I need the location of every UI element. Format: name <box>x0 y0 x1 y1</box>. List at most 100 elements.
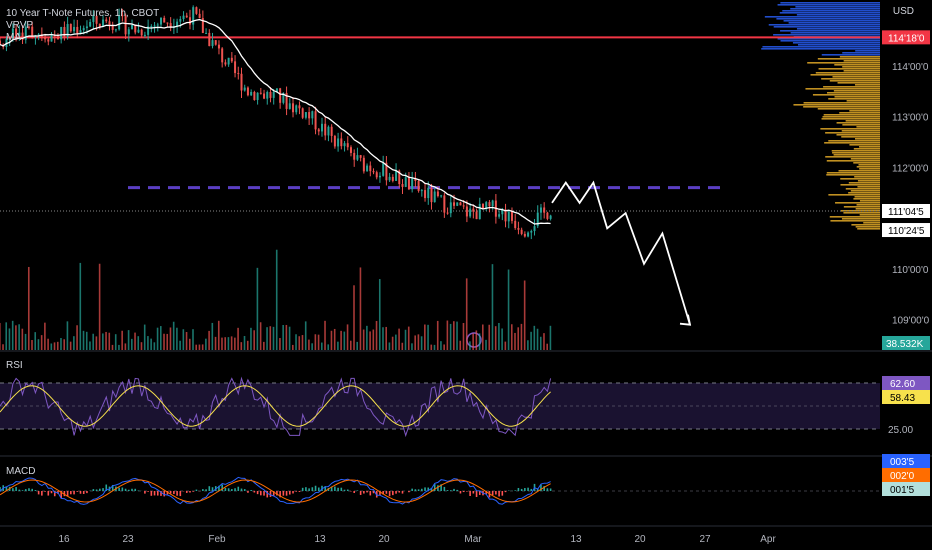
volume-profile-bar <box>841 130 880 132</box>
volume-bar <box>279 338 281 350</box>
candle-body <box>214 40 217 45</box>
candle-body <box>398 170 401 185</box>
candle-body <box>95 15 98 24</box>
macd-histogram-bar <box>540 484 542 491</box>
macd-histogram-bar <box>253 491 256 493</box>
time-tick-label: Apr <box>760 534 776 545</box>
volume-profile-bar <box>818 68 880 70</box>
macd-histogram-bar <box>41 491 43 496</box>
candle-body <box>443 195 446 213</box>
volume-profile-bar <box>797 44 880 46</box>
volume-bar <box>217 320 220 350</box>
macd-histogram-bar <box>247 491 249 493</box>
candle-body <box>430 187 433 203</box>
volume-profile-bar <box>856 204 880 206</box>
volume-bar <box>143 324 146 350</box>
macd-histogram-bar <box>272 491 275 496</box>
macd-histogram-bar <box>411 488 413 491</box>
candle-body <box>546 212 549 219</box>
volume-pane <box>0 249 552 350</box>
candle-body <box>24 26 27 40</box>
volume-profile-bar <box>857 186 880 188</box>
macd-histogram-bar <box>353 491 355 494</box>
macd-label[interactable]: MACD <box>6 466 36 477</box>
symbol-title[interactable]: 10 Year T-Note Futures, 1h, CBOT <box>6 8 160 19</box>
candle-body <box>482 203 484 209</box>
macd-histogram-bar <box>301 487 304 491</box>
indicator-label-vrvp[interactable]: VRVP <box>6 20 34 31</box>
volume-bar <box>243 335 246 350</box>
candle-body <box>195 7 198 14</box>
candle-body <box>420 190 423 192</box>
volume-bar <box>47 338 49 350</box>
macd-histogram-bar <box>279 491 281 498</box>
candle-body <box>304 112 307 118</box>
macd-histogram-bar <box>79 491 82 494</box>
volume-bar <box>31 339 33 350</box>
price-badge <box>882 203 930 218</box>
volume-profile-bar <box>812 94 880 96</box>
volume-profile-bar <box>768 24 880 26</box>
candle-body <box>311 111 314 119</box>
candle-body <box>92 15 95 22</box>
macd-histogram-bar <box>192 491 194 492</box>
rsi-label[interactable]: RSI <box>6 360 23 371</box>
macd-histogram-bar <box>469 491 471 497</box>
macd-histogram-bar <box>269 491 272 497</box>
candle-body <box>63 27 66 37</box>
candle-body <box>391 176 394 181</box>
candle-body <box>47 39 50 42</box>
volume-profile-bar <box>783 20 880 22</box>
candle-body <box>79 30 82 34</box>
volume-bar <box>514 332 516 350</box>
volume-profile-bar <box>840 178 880 180</box>
volume-bar <box>443 344 445 350</box>
candle-body <box>0 40 1 45</box>
macd-histogram-bar <box>437 485 439 491</box>
volume-bar <box>372 329 375 350</box>
volume-bar <box>50 343 53 350</box>
volume-bar <box>456 321 458 350</box>
volume-bar <box>79 262 82 350</box>
volume-bar <box>282 325 284 350</box>
volume-bar <box>523 280 526 350</box>
macd-histogram-bar <box>514 490 516 491</box>
volume-profile-bar <box>840 210 880 212</box>
macd-histogram-bar <box>266 491 269 498</box>
indicator-label-ma[interactable]: MA <box>6 32 21 43</box>
volume-bar <box>417 334 420 350</box>
macd-histogram-bar <box>276 491 278 496</box>
currency-label[interactable]: USD <box>892 6 914 17</box>
volume-bar <box>317 334 320 350</box>
volume-bar <box>510 324 513 350</box>
candle-body <box>108 21 111 26</box>
candle-body <box>440 195 443 197</box>
macd-histogram-bar <box>263 491 265 496</box>
volume-bar <box>472 333 474 350</box>
volume-bar <box>288 326 291 350</box>
macd-histogram-bar <box>176 491 178 496</box>
price-tick-label: 110'00'0 <box>892 265 929 276</box>
volume-profile-bar <box>823 114 880 116</box>
volume-profile-bar <box>790 32 880 34</box>
volume-bar <box>504 341 507 350</box>
candle-body <box>462 205 465 207</box>
candle-body <box>21 32 24 40</box>
candle-body <box>185 15 188 18</box>
volume-bar <box>465 278 468 350</box>
volume-bar <box>469 341 471 350</box>
volume-bar <box>543 333 545 350</box>
macd-histogram-bar <box>205 489 207 491</box>
candle-body <box>340 138 343 147</box>
volume-profile-bar <box>824 142 880 144</box>
candle-body <box>143 34 146 36</box>
macd-histogram-bar <box>0 487 1 491</box>
volume-profile-bar <box>810 74 880 76</box>
volume-bar <box>494 326 497 350</box>
macd-histogram-bar <box>202 489 204 491</box>
volume-profile-bar <box>826 160 880 162</box>
volume-profile-bar <box>853 148 880 150</box>
macd-histogram-bar <box>53 491 56 497</box>
volume-bar <box>60 338 62 350</box>
